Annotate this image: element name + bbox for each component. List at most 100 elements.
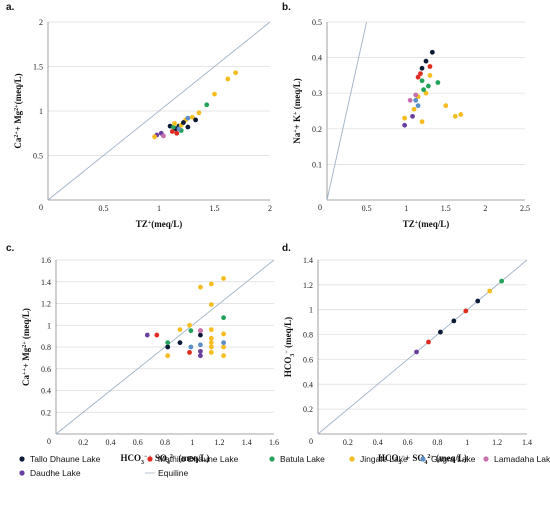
data-point-tallo	[475, 298, 481, 304]
chart-panel-b: b.0.5 1 1.5 2 2.50.10.20.30.40.50TZ+(meq/L)N…	[282, 2, 530, 229]
data-point-jingale	[208, 340, 214, 346]
equiline	[317, 259, 528, 435]
data-point-jingale	[221, 353, 226, 359]
data-point-gagra	[415, 103, 421, 109]
data-point-batula	[188, 328, 194, 334]
legend: Tallo Dhaune Lake Mathilo Dhaune Lake Batu…	[19, 454, 550, 478]
data-point-mathilo	[427, 64, 433, 69]
y-axis-label: Ca+++ Mg2+ (meq/L)	[21, 308, 31, 386]
data-point-daudhe	[144, 332, 150, 338]
y-tick-label: 0.4	[41, 387, 51, 396]
panel-label: b.	[282, 2, 291, 13]
origin-tick-label: 0	[309, 437, 313, 446]
x-tick-label: 1	[465, 438, 469, 447]
data-point-jingale	[208, 281, 214, 287]
label-part: + K	[292, 115, 302, 129]
y-tick-label: 0.8	[41, 343, 51, 352]
data-point-tallo	[193, 117, 199, 123]
data-point-daudhe	[414, 349, 419, 355]
data-point-mathilo	[154, 332, 160, 338]
legend-item-jingale: Jingale Lake	[349, 454, 408, 464]
y-axis-label: Ca2++ Mg2+(meq/L)	[13, 73, 23, 148]
data-point-jingale	[427, 73, 433, 78]
label-part: (meq/L)	[21, 308, 31, 341]
legend-label: Equiline	[158, 468, 189, 478]
legend-item-lamadaha: Lamadaha Lake	[483, 454, 550, 464]
x-tick-label: 0.5	[362, 204, 372, 213]
chart-panel-c: c. 0.2 0.4 0.6 0.8 1 1.2 1.4 1.6 0.2 0.4 0.6 0.8 1 1.2…	[6, 243, 279, 466]
y-tick-label: 1	[39, 107, 43, 116]
legend-dot-swatch	[19, 470, 25, 476]
legend-item-tallo: Tallo Dhaune Lake	[19, 454, 101, 464]
x-tick-label: 0.6	[133, 438, 143, 447]
x-axis-label: HCO3−+ SO42− (meq/L)	[378, 453, 467, 466]
label-part: 3	[290, 354, 296, 357]
data-point-batula	[421, 87, 427, 93]
data-point-tallo	[198, 332, 203, 338]
label-part: + Mg	[21, 347, 31, 368]
label-part: 2−	[170, 454, 177, 460]
data-point-jingale	[208, 302, 214, 307]
x-tick-label: 1.5	[210, 204, 220, 213]
x-tick-label: 2	[483, 204, 487, 213]
label-part: +	[293, 129, 299, 133]
data-point-gagra	[198, 342, 203, 348]
x-axis-label: TZ+(meq/L)	[136, 219, 182, 229]
legend-label: Tallo Dhaune Lake	[30, 454, 101, 464]
x-tick-label: 1.4	[522, 438, 532, 447]
data-point-jingale	[221, 276, 226, 281]
legend-item-gagra: Gagra Lake	[420, 454, 476, 464]
data-point-tallo	[165, 344, 171, 350]
label-part: 4	[424, 460, 427, 466]
legend-label: Lamadaha Lake	[494, 454, 550, 464]
label-part: −	[402, 454, 406, 460]
y-tick-label: 0.2	[41, 408, 51, 417]
origin-tick-label: 0	[318, 203, 322, 212]
data-point-daudhe	[198, 348, 203, 354]
label-part: (meq/L)	[283, 317, 293, 350]
legend-label: Mathilo Dhaune Lake	[158, 454, 239, 464]
y-tick-label: 0.6	[303, 355, 313, 364]
y-tick-label: 1	[47, 321, 51, 330]
panel-label: c.	[6, 243, 15, 254]
data-point-jingale	[152, 134, 157, 140]
data-point-jingale	[212, 91, 217, 97]
label-part: TZ	[136, 219, 148, 229]
y-axis-label: Na++ K+ (meq/L)	[292, 78, 302, 143]
data-point-batula	[204, 102, 210, 108]
label-part: Ca	[13, 137, 23, 148]
label-part: (meq/L)	[151, 219, 182, 229]
legend-item-batula: Batula Lake	[269, 454, 325, 464]
label-part: TZ	[403, 219, 415, 229]
data-point-gagra	[188, 344, 194, 350]
y-tick-label: 1.6	[41, 256, 51, 265]
y-tick-label: 0.4	[312, 54, 322, 63]
y-tick-label: 0.8	[303, 331, 313, 340]
x-tick-label: 1.5	[441, 204, 451, 213]
label-part: (meq/L)	[418, 219, 449, 229]
x-axis-label: HCO3−+ SO42− (meq/L)	[121, 453, 210, 466]
data-point-tallo	[438, 329, 443, 335]
y-tick-label: 0.5	[312, 18, 322, 27]
chart-panel-d: d. 0.2 0.4 0.6 0.8 1 1.2 1.4 0.2 0.4 0.6 0.8 1 1.2 1.4…	[282, 243, 532, 466]
data-point-tallo	[451, 318, 457, 324]
data-point-jingale	[458, 112, 464, 117]
data-point-tallo	[423, 58, 429, 64]
label-part: +	[293, 111, 299, 115]
y-tick-label: 0.5	[33, 152, 43, 161]
legend-label: Gagra Lake	[431, 454, 476, 464]
label-part: + SO	[405, 453, 424, 463]
data-point-jingale	[198, 284, 203, 290]
data-point-mathilo	[187, 350, 192, 355]
data-point-jingale	[187, 322, 192, 328]
data-point-mathilo	[463, 308, 469, 314]
data-point-daudhe	[198, 353, 203, 359]
data-point-jingale	[208, 335, 214, 341]
origin-tick-label: 0	[47, 437, 51, 446]
x-tick-label: 0.4	[106, 438, 116, 447]
data-point-jingale	[423, 90, 429, 96]
y-tick-label: 0.6	[41, 365, 51, 374]
legend-label: Jingale Lake	[360, 454, 408, 464]
panel-label: d.	[282, 243, 291, 254]
